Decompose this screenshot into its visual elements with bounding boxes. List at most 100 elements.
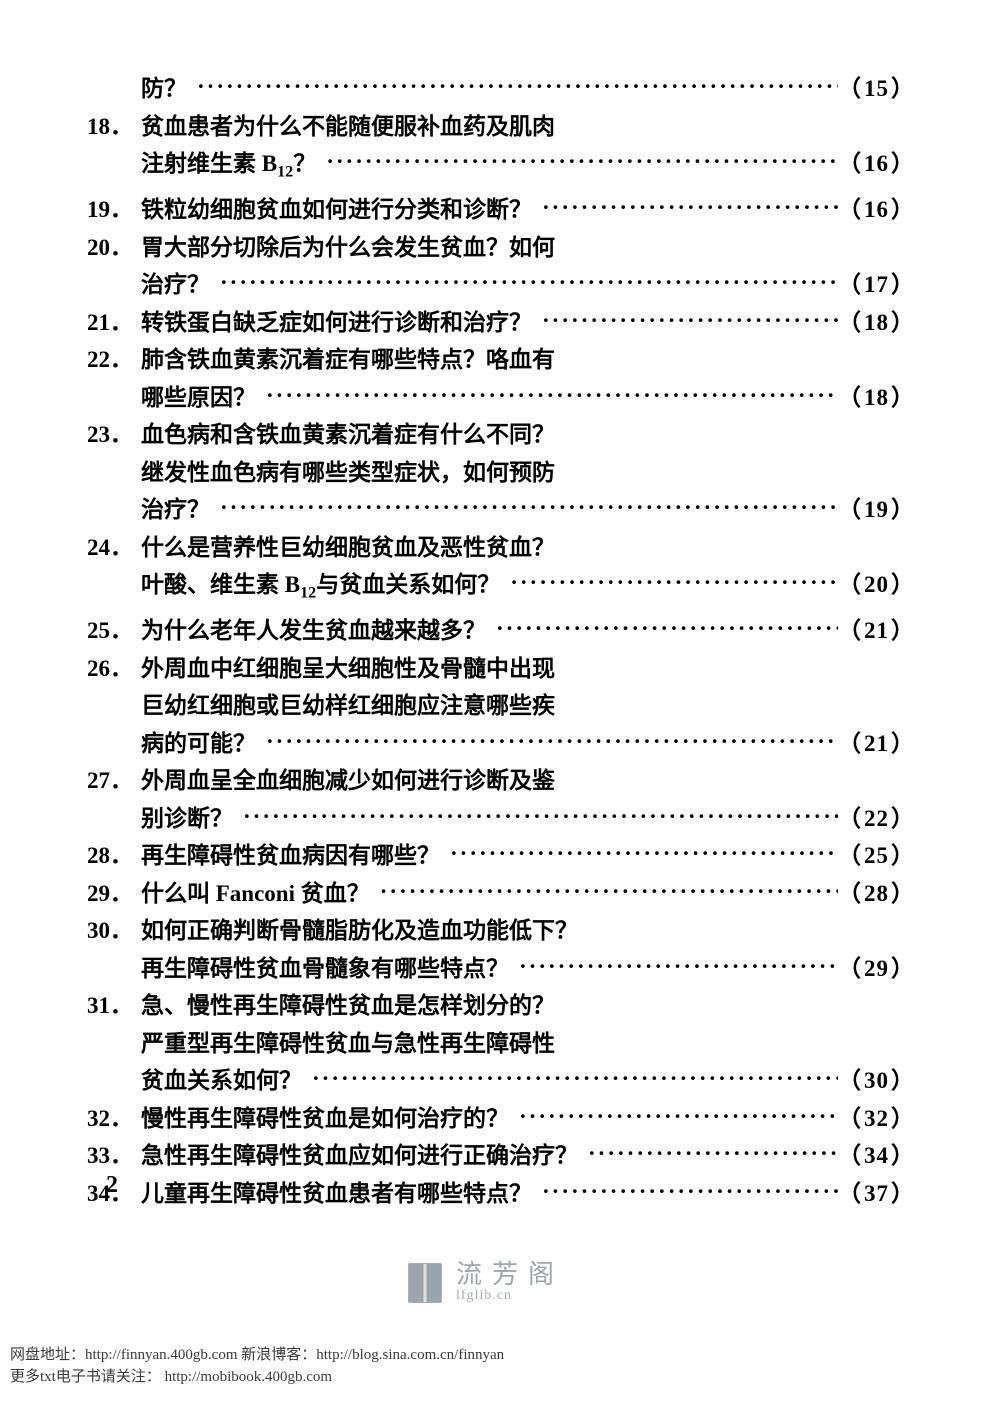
toc-page-ref: （28） (838, 875, 915, 913)
toc-row: 治疗？·····································… (85, 491, 915, 529)
toc-page-ref: （21） (838, 612, 915, 650)
toc-leader: ········································… (302, 1060, 838, 1098)
toc-row: 病的可能？···································… (85, 725, 915, 763)
toc-item-text: 外周血中红细胞呈大细胞性及骨髓中出现 (141, 650, 555, 688)
toc-item-text: 继发性血色病有哪些类型症状，如何预防 (141, 454, 555, 492)
footer-links: 网盘地址：http://finnyan.400gb.com 新浪博客：http:… (10, 1344, 504, 1388)
toc-item-number: 32． (85, 1100, 141, 1138)
toc-row: 哪些原因？···································… (85, 379, 915, 417)
toc-body: 防？ ······································… (85, 70, 915, 1212)
toc-item-text: 什么是营养性巨幼细胞贫血及恶性贫血？ (141, 529, 555, 567)
toc-item-number: 31． (85, 987, 141, 1025)
toc-item-text: 叶酸、维生素 B12与贫血关系如何？ (141, 566, 500, 612)
toc-leader: ········································… (509, 1098, 838, 1136)
toc-row: 继发性血色病有哪些类型症状，如何预防 (85, 454, 915, 492)
toc-row: 防？······································… (85, 70, 915, 108)
toc-item-number: 33． (85, 1137, 141, 1175)
toc-page-ref: （34） (838, 1137, 915, 1175)
toc-item-text: 贫血患者为什么不能随便服补血药及肌肉 (141, 108, 555, 146)
toc-item-text: 防？ (141, 70, 187, 108)
page-number: 2 (106, 1172, 118, 1199)
toc-item-text: 病的可能？ (141, 725, 256, 763)
toc-row: 注射维生素 B12？······························… (85, 145, 915, 191)
footer-link-1[interactable]: http://finnyan.400gb.com (85, 1347, 237, 1363)
toc-item-number: 23． (85, 416, 141, 454)
toc-row: 25．为什么老年人发生贫血越来越多？······················… (85, 612, 915, 650)
toc-leader: ········································… (316, 143, 838, 181)
toc-leader: ········································… (532, 302, 838, 340)
toc-row: 22．肺含铁血黄素沉着症有哪些特点？咯血有 (85, 341, 915, 379)
toc-page-ref: （16） (838, 145, 915, 183)
toc-row: 26．外周血中红细胞呈大细胞性及骨髓中出现 (85, 650, 915, 688)
toc-row: 27．外周血呈全血细胞减少如何进行诊断及鉴 (85, 762, 915, 800)
toc-page-ref: （18） (838, 379, 915, 417)
toc-item-text: 再生障碍性贫血骨髓象有哪些特点？ (141, 950, 509, 988)
toc-row: 别诊断？····································… (85, 800, 915, 838)
toc-item-text: 注射维生素 B12？ (141, 145, 316, 191)
toc-page-ref: （21） (838, 725, 915, 763)
toc-page-ref: （37） (838, 1175, 915, 1213)
toc-item-text: 急性再生障碍性贫血应如何进行正确治疗？ (141, 1137, 578, 1175)
toc-page-ref: （32） (838, 1100, 915, 1138)
toc-row: 24．什么是营养性巨幼细胞贫血及恶性贫血？ (85, 529, 915, 567)
toc-row: 30．如何正确判断骨髓脂肪化及造血功能低下？ (85, 912, 915, 950)
toc-item-text: 哪些原因？ (141, 379, 256, 417)
toc-item-text: 为什么老年人发生贫血越来越多？ (141, 612, 486, 650)
toc-item-number: 19． (85, 191, 141, 229)
toc-leader: ········································… (532, 1173, 838, 1211)
toc-item-text: 肺含铁血黄素沉着症有哪些特点？咯血有 (141, 341, 555, 379)
toc-row: 21．转铁蛋白缺乏症如何进行诊断和治疗？····················… (85, 304, 915, 342)
toc-item-number: 28． (85, 837, 141, 875)
toc-leader: ········································… (578, 1135, 838, 1173)
toc-row: 贫血关系如何？·································… (85, 1062, 915, 1100)
toc-item-number: 29． (85, 875, 141, 913)
toc-page-ref: （19） (838, 491, 915, 529)
toc-item-text: 急、慢性再生障碍性贫血是怎样划分的？ (141, 987, 555, 1025)
toc-row: 18．贫血患者为什么不能随便服补血药及肌肉 (85, 108, 915, 146)
toc-leader: ········································… (233, 798, 838, 836)
toc-row: 28．再生障碍性贫血病因有哪些？························… (85, 837, 915, 875)
toc-item-text: 铁粒幼细胞贫血如何进行分类和诊断？ (141, 191, 532, 229)
toc-item-number: 30． (85, 912, 141, 950)
toc-page-ref: （25） (838, 837, 915, 875)
toc-item-text: 贫血关系如何？ (141, 1062, 302, 1100)
toc-leader: ········································… (210, 489, 838, 527)
toc-leader: ········································… (370, 873, 838, 911)
toc-leader: ········································… (500, 564, 838, 602)
toc-item-text: 再生障碍性贫血病因有哪些？ (141, 837, 440, 875)
toc-item-text: 转铁蛋白缺乏症如何进行诊断和治疗？ (141, 304, 532, 342)
footer-label-3: 更多txt电子书请关注： (10, 1369, 165, 1385)
toc-item-text: 如何正确判断骨髓脂肪化及造血功能低下？ (141, 912, 578, 950)
watermark-url: lfglib.cn (456, 1288, 564, 1304)
toc-row: 31．急、慢性再生障碍性贫血是怎样划分的？ (85, 987, 915, 1025)
toc-row: 23．血色病和含铁血黄素沉着症有什么不同？ (85, 416, 915, 454)
footer-label-2: 新浪博客： (238, 1347, 317, 1363)
footer-link-3[interactable]: http://mobibook.400gb.com (165, 1369, 333, 1385)
toc-item-text: 慢性再生障碍性贫血是如何治疗的？ (141, 1100, 509, 1138)
footer-link-2[interactable]: http://blog.sina.com.cn/finnyan (316, 1347, 504, 1363)
toc-row: 34．儿童再生障碍性贫血患者有哪些特点？····················… (85, 1175, 915, 1213)
toc-row: 20．胃大部分切除后为什么会发生贫血？如何 (85, 229, 915, 267)
toc-item-text: 什么叫 Fanconi 贫血？ (141, 875, 370, 913)
toc-page-ref: （29） (838, 950, 915, 988)
toc-leader: ········································… (509, 948, 838, 986)
toc-page-ref: （16） (838, 191, 915, 229)
toc-row: 19．铁粒幼细胞贫血如何进行分类和诊断？····················… (85, 191, 915, 229)
toc-page-ref: （22） (838, 800, 915, 838)
toc-item-number: 26． (85, 650, 141, 688)
toc-row: 再生障碍性贫血骨髓象有哪些特点？························… (85, 950, 915, 988)
toc-page-ref: （18） (838, 304, 915, 342)
toc-item-text: 血色病和含铁血黄素沉着症有什么不同？ (141, 416, 555, 454)
toc-item-number: 24． (85, 529, 141, 567)
toc-row: 33．急性再生障碍性贫血应如何进行正确治疗？··················… (85, 1137, 915, 1175)
toc-item-text: 外周血呈全血细胞减少如何进行诊断及鉴 (141, 762, 555, 800)
toc-item-text: 治疗？ (141, 491, 210, 529)
toc-row: 29．什么叫 Fanconi 贫血？······················… (85, 875, 915, 913)
toc-page-ref: （17） (838, 266, 915, 304)
toc-item-text: 严重型再生障碍性贫血与急性再生障碍性 (141, 1025, 555, 1063)
toc-page-ref: （30） (838, 1062, 915, 1100)
toc-item-text: 巨幼红细胞或巨幼样红细胞应注意哪些疾 (141, 687, 555, 725)
toc-page-ref: （15） (838, 70, 915, 108)
toc-item-number: 25． (85, 612, 141, 650)
toc-item-text: 胃大部分切除后为什么会发生贫血？如何 (141, 229, 555, 267)
